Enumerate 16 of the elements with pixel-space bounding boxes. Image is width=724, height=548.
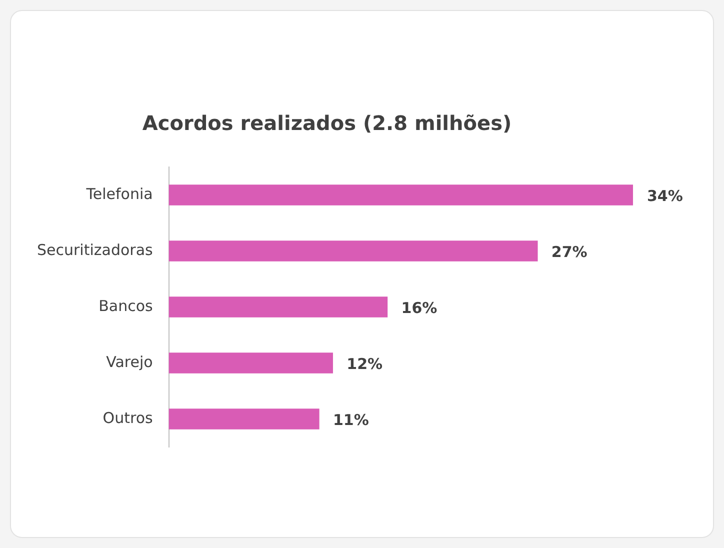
y-tick-label: Securitizadoras: [36, 240, 154, 259]
bar: [168, 352, 333, 374]
data-label: 11%: [333, 410, 369, 429]
bar: [168, 184, 633, 206]
data-label: 34%: [647, 186, 683, 205]
data-label: 16%: [401, 298, 438, 317]
y-tick-label: Telefonia: [85, 184, 153, 203]
data-label: 27%: [551, 242, 588, 261]
y-tick-label: Varejo: [106, 352, 153, 371]
y-tick-label: Bancos: [98, 296, 154, 315]
bar: [168, 240, 538, 262]
chart-title: Acordos realizados (2.8 milhões): [142, 111, 512, 136]
data-label: 12%: [346, 354, 383, 373]
y-tick-label: Outros: [102, 408, 154, 427]
bar: [168, 408, 320, 430]
bar: [168, 296, 388, 318]
